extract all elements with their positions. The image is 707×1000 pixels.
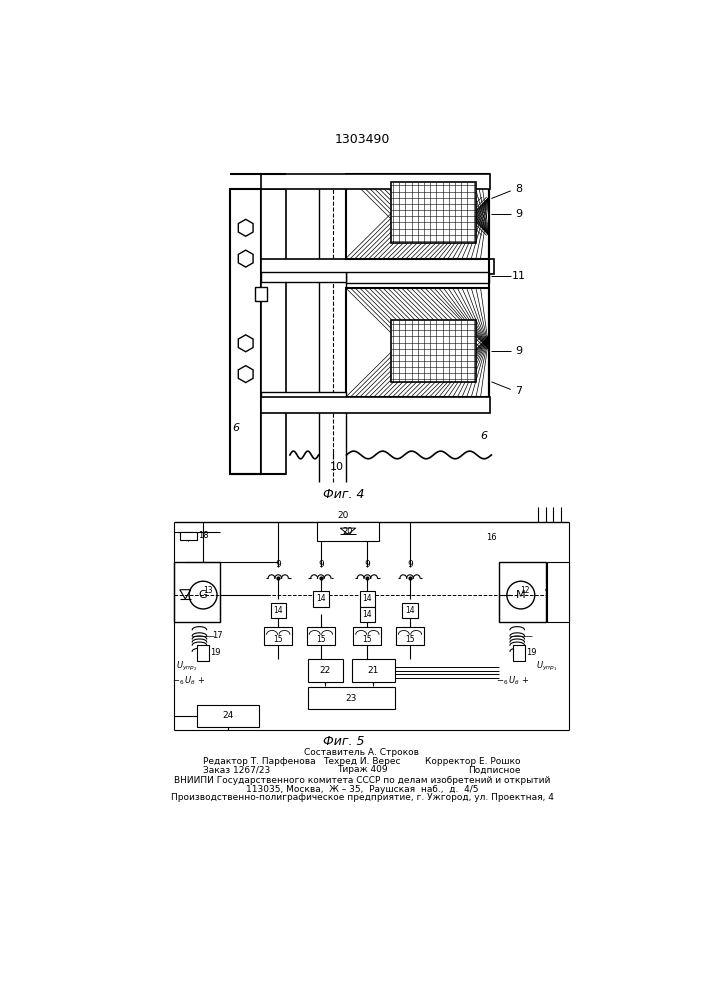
- Text: Составитель А. Строков: Составитель А. Строков: [305, 748, 419, 757]
- Text: 6: 6: [232, 423, 239, 433]
- Bar: [354, 627, 381, 645]
- Bar: [264, 627, 292, 645]
- Bar: [261, 392, 346, 401]
- Text: Корректор Е. Рошко: Корректор Е. Рошко: [426, 757, 521, 766]
- Text: 19: 19: [527, 648, 537, 657]
- Bar: [307, 627, 335, 645]
- Text: 16: 16: [486, 533, 497, 542]
- Bar: [391, 320, 476, 382]
- Text: 20: 20: [343, 527, 354, 536]
- Text: $-_6\,U_б\,+$: $-_6\,U_б\,+$: [496, 674, 530, 687]
- Bar: [360, 591, 375, 607]
- Bar: [547, 562, 569, 622]
- Text: 6: 6: [480, 431, 487, 441]
- Bar: [308, 687, 395, 709]
- Text: 14: 14: [405, 606, 415, 615]
- Text: M: M: [516, 590, 525, 600]
- Text: 12: 12: [520, 586, 530, 595]
- Bar: [513, 645, 525, 661]
- Bar: [261, 174, 490, 189]
- Text: 15: 15: [405, 635, 415, 644]
- Text: $-_6\,U_б\,+$: $-_6\,U_б\,+$: [173, 674, 206, 687]
- Text: 24: 24: [222, 711, 233, 720]
- Text: 14: 14: [274, 606, 283, 615]
- Bar: [346, 288, 489, 397]
- Text: 22: 22: [319, 666, 330, 675]
- Text: $U_{упр_2}$: $U_{упр_2}$: [176, 660, 197, 673]
- Bar: [261, 397, 490, 413]
- Bar: [197, 645, 209, 661]
- Text: 13: 13: [203, 586, 213, 595]
- Text: Тираж 409: Тираж 409: [337, 765, 387, 774]
- Text: 113035, Москва,  Ж – 35,  Раушская  наб.,  д.  4/5: 113035, Москва, Ж – 35, Раушская наб., д…: [246, 785, 478, 794]
- Text: 20: 20: [338, 511, 349, 520]
- Bar: [346, 174, 489, 259]
- Text: 15: 15: [274, 635, 283, 644]
- Bar: [261, 272, 346, 282]
- Text: 15: 15: [316, 635, 326, 644]
- Bar: [396, 627, 424, 645]
- Text: Производственно-полиграфическое предприятие, г. Ужгород, ул. Проектная, 4: Производственно-полиграфическое предприя…: [170, 793, 554, 802]
- Text: 9: 9: [275, 560, 281, 569]
- Text: Подписное: Подписное: [468, 765, 521, 774]
- Text: 10: 10: [329, 462, 344, 472]
- Text: 21: 21: [367, 666, 378, 675]
- Text: 9: 9: [515, 346, 522, 356]
- Text: 7: 7: [515, 386, 522, 396]
- Text: ВНИИПИ Государственного комитета СССР по делам изобретений и открытий: ВНИИПИ Государственного комитета СССР по…: [174, 776, 550, 785]
- Text: Редактор Т. Парфенова: Редактор Т. Парфенова: [203, 757, 316, 766]
- Bar: [271, 603, 286, 618]
- Text: 9: 9: [407, 560, 413, 569]
- Text: 14: 14: [316, 594, 326, 603]
- Bar: [261, 189, 286, 474]
- Text: 18: 18: [198, 531, 209, 540]
- Text: Фиг. 4: Фиг. 4: [323, 488, 365, 501]
- Bar: [174, 562, 220, 622]
- Bar: [308, 659, 343, 682]
- Text: 9: 9: [318, 560, 324, 569]
- Text: 15: 15: [363, 635, 372, 644]
- Bar: [180, 532, 197, 540]
- Bar: [352, 659, 395, 682]
- Text: 9: 9: [515, 209, 522, 219]
- Text: 8: 8: [515, 184, 522, 194]
- Text: 23: 23: [346, 694, 357, 703]
- Text: 17: 17: [211, 631, 222, 640]
- Text: 1303490: 1303490: [334, 133, 390, 146]
- Bar: [313, 591, 329, 607]
- Text: 19: 19: [210, 648, 221, 657]
- Text: G: G: [199, 590, 207, 600]
- Bar: [197, 705, 259, 727]
- Bar: [402, 603, 418, 618]
- Bar: [261, 259, 493, 274]
- Text: Техред И. Верес: Техред И. Верес: [323, 757, 401, 766]
- Text: 11: 11: [511, 271, 525, 281]
- Bar: [499, 562, 546, 622]
- Bar: [317, 522, 379, 541]
- Bar: [230, 189, 261, 474]
- Text: 9: 9: [365, 560, 370, 569]
- Bar: [391, 182, 476, 243]
- Bar: [255, 287, 267, 301]
- Text: 14: 14: [363, 594, 372, 603]
- Text: $U_{упр_1}$: $U_{упр_1}$: [537, 660, 558, 673]
- Text: Заказ 1267/23: Заказ 1267/23: [203, 765, 270, 774]
- Bar: [346, 272, 489, 283]
- Text: 14: 14: [363, 610, 372, 619]
- Bar: [360, 607, 375, 622]
- Text: Фиг. 5: Фиг. 5: [323, 735, 365, 748]
